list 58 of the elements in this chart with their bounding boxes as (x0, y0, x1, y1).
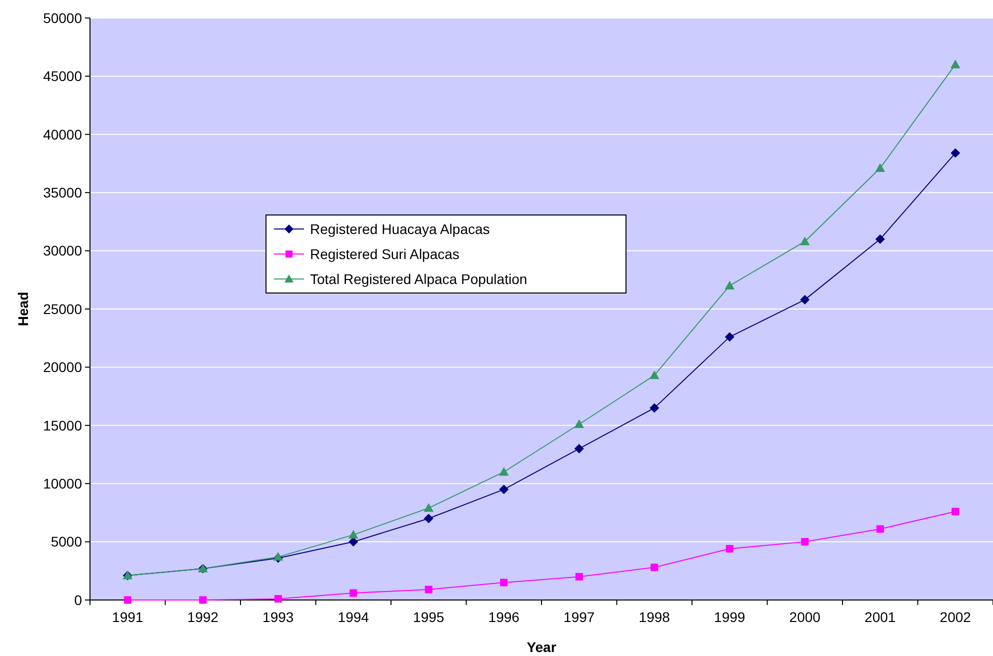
legend-label: Registered Huacaya Alpacas (310, 220, 490, 237)
x-tick-label: 1992 (187, 609, 219, 625)
x-tick-label: 1999 (714, 609, 746, 625)
point (724, 280, 734, 290)
point (199, 596, 207, 604)
y-tick-label: 20000 (43, 359, 82, 376)
legend-label: Total Registered Alpaca Population (310, 270, 528, 287)
legend-label: Registered Suri Alpacas (310, 246, 460, 262)
y-tick-label: 30000 (43, 242, 82, 259)
y-tick-label: 5000 (50, 534, 82, 550)
x-tick-label: 1995 (413, 609, 444, 625)
point (726, 545, 734, 553)
point (875, 163, 885, 172)
y-axis-title: Head (15, 292, 31, 326)
point (800, 236, 810, 246)
point (650, 403, 660, 413)
x-tick-label: 2002 (940, 609, 972, 625)
y-tick-label: 50000 (43, 10, 82, 26)
x-tick-label: 1991 (112, 609, 144, 625)
y-tick-label: 0 (74, 592, 82, 608)
point (575, 572, 583, 580)
point (499, 484, 509, 494)
y-tick-label: 45000 (43, 68, 82, 84)
point (574, 444, 584, 454)
point (124, 596, 132, 604)
x-tick-label: 1993 (262, 609, 294, 625)
y-tick-label: 25000 (43, 300, 82, 317)
point (350, 589, 358, 597)
point (424, 586, 432, 594)
x-tick-label: 2000 (789, 609, 821, 625)
x-tick-label: 1994 (338, 609, 370, 625)
point (650, 370, 660, 380)
point (500, 578, 508, 586)
y-tick-label: 35000 (43, 184, 82, 200)
point (952, 508, 960, 516)
x-tick-label: 1998 (638, 609, 670, 625)
y-tick-label: 15000 (43, 417, 82, 434)
point (274, 595, 282, 603)
y-tick-label: 10000 (43, 476, 82, 492)
x-axis-title: Year (526, 639, 557, 655)
x-tick-label: 1996 (488, 609, 520, 625)
point (724, 332, 734, 342)
point (950, 148, 960, 158)
point (876, 525, 884, 533)
point (424, 514, 434, 524)
y-tick-label: 40000 (43, 126, 82, 142)
x-tick-label: 2001 (864, 609, 896, 625)
point (650, 564, 658, 572)
point (574, 419, 584, 428)
point (801, 538, 809, 546)
point (800, 294, 810, 304)
point (875, 234, 885, 244)
point (348, 537, 358, 547)
point (348, 530, 358, 539)
point (950, 60, 960, 68)
x-tick-label: 1997 (564, 609, 595, 625)
point (424, 503, 434, 512)
point (499, 467, 509, 476)
